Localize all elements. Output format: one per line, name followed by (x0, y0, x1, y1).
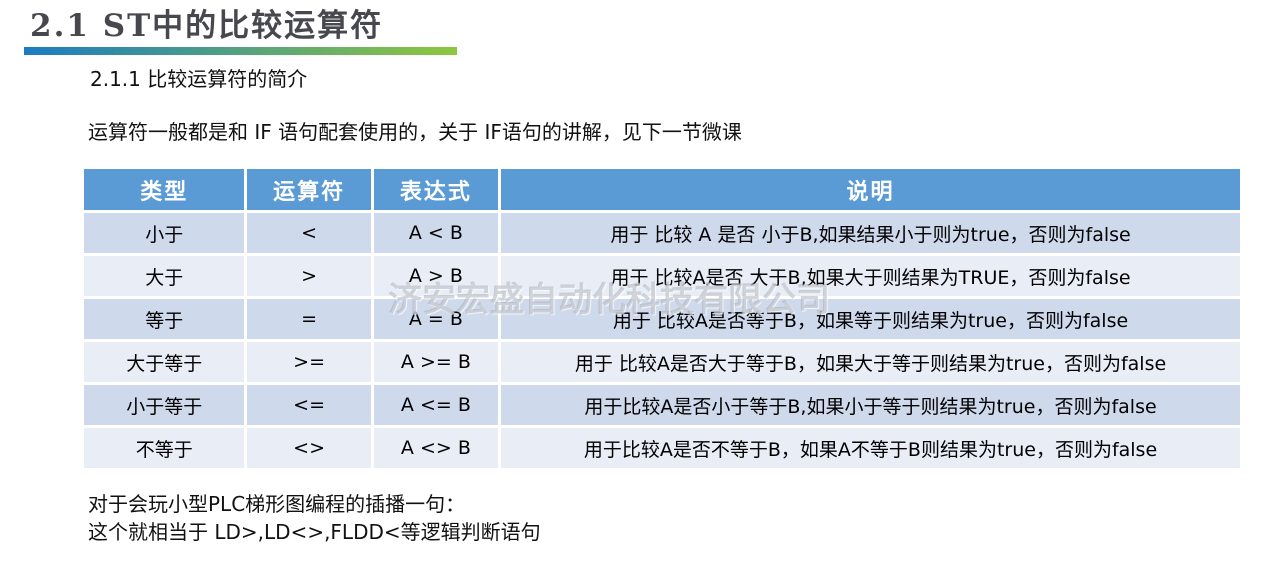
cell-expression: A <> B (370, 425, 502, 471)
cell-type: 不等于 (80, 425, 248, 471)
cell-operator: <= (244, 382, 374, 428)
cell-expression: A > B (370, 253, 502, 299)
table-row: 小于等于 <= A <= B 用于比较A是否小于等于B,如果小于等于则结果为tr… (80, 382, 1243, 428)
page-title: 2.1 ST中的比较运算符 (30, 8, 384, 44)
cell-expression: A < B (370, 210, 502, 256)
cell-type: 等于 (80, 296, 248, 342)
title-accent-bar (24, 47, 457, 55)
footer-line-1: 对于会玩小型PLC梯形图编程的插播一句： (88, 492, 466, 516)
cell-expression: A <= B (370, 382, 502, 428)
cell-description: 用于比较A是否不等于B，如果A不等于B则结果为true，否则为false (498, 425, 1243, 471)
table-row: 小于 < A < B 用于 比较 A 是否 小于B,如果结果小于则为true，否… (80, 210, 1243, 256)
section-subtitle: 2.1.1 比较运算符的简介 (90, 67, 308, 91)
cell-type: 小于 (80, 210, 248, 256)
cell-description: 用于比较A是否小于等于B,如果小于等于则结果为true，否则为false (498, 382, 1243, 428)
table-row: 大于等于 >= A >= B 用于 比较A是否大于等于B，如果大于等于则结果为t… (80, 339, 1243, 385)
cell-type: 小于等于 (80, 382, 248, 428)
cell-description: 用于 比较A是否等于B，如果等于则结果为true，否则为false (498, 296, 1243, 342)
footer-line-2: 这个就相当于 LD>,LD<>,FLDD<等逻辑判断语句 (88, 520, 541, 544)
cell-description: 用于 比较A是否 大于B,如果大于则结果为TRUE，否则为false (498, 253, 1243, 299)
header-cell-expression: 表达式 (370, 166, 502, 213)
cell-operator: > (244, 253, 374, 299)
cell-operator: < (244, 210, 374, 256)
table-row: 大于 > A > B 用于 比较A是否 大于B,如果大于则结果为TRUE，否则为… (80, 253, 1243, 299)
cell-operator: <> (244, 425, 374, 471)
table-header-row: 类型 运算符 表达式 说明 (80, 166, 1243, 213)
cell-description: 用于 比较 A 是否 小于B,如果结果小于则为true，否则为false (498, 210, 1243, 256)
cell-type: 大于等于 (80, 339, 248, 385)
header-cell-description: 说明 (498, 166, 1243, 213)
table-row: 不等于 <> A <> B 用于比较A是否不等于B，如果A不等于B则结果为tru… (80, 425, 1243, 471)
header-cell-operator: 运算符 (244, 166, 374, 213)
header-cell-type: 类型 (80, 166, 248, 213)
comparison-operator-table: 类型 运算符 表达式 说明 小于 < A < B 用于 比较 A 是否 小于B,… (80, 166, 1243, 471)
table-row: 等于 = A = B 用于 比较A是否等于B，如果等于则结果为true，否则为f… (80, 296, 1243, 342)
intro-text: 运算符一般都是和 IF 语句配套使用的，关于 IF语句的讲解，见下一节微课 (88, 120, 742, 144)
cell-expression: A >= B (370, 339, 502, 385)
footer-note: 对于会玩小型PLC梯形图编程的插播一句： 这个就相当于 LD>,LD<>,FLD… (88, 490, 541, 546)
cell-description: 用于 比较A是否大于等于B，如果大于等于则结果为true，否则为false (498, 339, 1243, 385)
cell-operator: >= (244, 339, 374, 385)
cell-operator: = (244, 296, 374, 342)
cell-type: 大于 (80, 253, 248, 299)
cell-expression: A = B (370, 296, 502, 342)
